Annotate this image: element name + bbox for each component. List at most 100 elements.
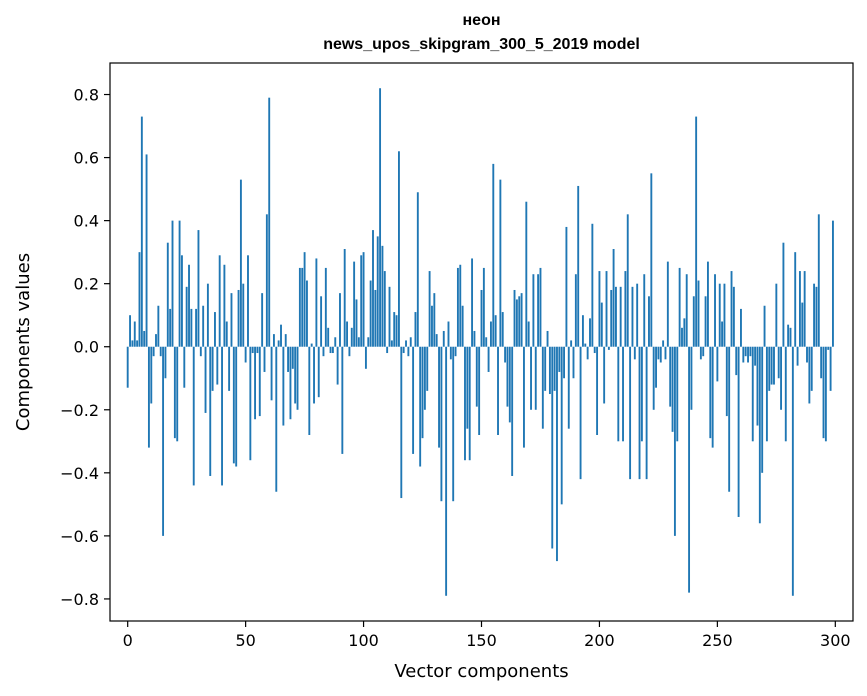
bar — [527, 321, 530, 347]
bar — [643, 274, 646, 347]
bar — [673, 346, 676, 536]
bar — [666, 261, 669, 347]
bar — [376, 236, 379, 347]
bar — [225, 321, 228, 347]
bar — [709, 346, 712, 439]
bar — [228, 346, 231, 391]
bar — [827, 346, 830, 350]
bar — [291, 346, 294, 369]
bar — [773, 346, 775, 385]
bar — [334, 337, 337, 347]
bar — [676, 346, 679, 442]
bar — [504, 346, 507, 363]
bar — [607, 346, 610, 350]
bar — [671, 346, 674, 432]
bar — [298, 267, 301, 347]
bar — [452, 346, 455, 502]
bar — [593, 346, 596, 354]
bar — [428, 271, 431, 347]
bar — [556, 346, 558, 562]
bar — [473, 330, 476, 347]
bar — [744, 346, 747, 357]
bar — [294, 346, 297, 404]
bar — [770, 346, 773, 385]
bar — [603, 346, 606, 404]
bar — [431, 305, 433, 347]
bar — [324, 267, 327, 347]
bar — [388, 286, 391, 347]
bar — [244, 346, 247, 363]
bar — [454, 346, 457, 357]
x-tick-label: 200 — [584, 631, 615, 650]
bar — [636, 283, 639, 347]
bar — [350, 327, 353, 347]
bar — [369, 280, 372, 347]
bar — [702, 346, 705, 357]
bar — [400, 346, 403, 499]
bar — [520, 293, 523, 347]
bar — [553, 346, 556, 391]
bar — [268, 97, 271, 347]
y-tick-label: 0.6 — [74, 149, 99, 168]
bar — [813, 283, 816, 347]
bar — [136, 340, 139, 347]
bar — [405, 340, 407, 347]
x-tick-label: 150 — [466, 631, 497, 650]
bar — [506, 346, 509, 407]
bar — [489, 321, 492, 347]
bar — [367, 337, 370, 347]
bar — [221, 346, 223, 486]
bar — [749, 346, 752, 357]
bar — [336, 346, 339, 385]
bar — [353, 261, 356, 347]
bar — [787, 324, 790, 347]
bar — [315, 258, 318, 347]
bar — [126, 346, 129, 388]
bar — [143, 330, 146, 347]
bar — [492, 163, 495, 347]
y-axis: −0.8 −0.6 −0.4 −0.2 0.0 0.2 0.4 0.6 0.8 — [60, 86, 110, 609]
bar — [544, 346, 547, 391]
bar — [655, 346, 657, 388]
bar — [619, 286, 622, 347]
y-tick-label: 0.8 — [74, 86, 99, 105]
bar — [579, 346, 582, 480]
bar — [482, 267, 485, 347]
bar — [782, 242, 785, 347]
bar — [638, 346, 641, 480]
bar — [605, 271, 608, 347]
bar — [195, 308, 198, 347]
bar — [558, 346, 561, 372]
chart-subtitle: news_upos_skipgram_300_5_2019 model — [323, 36, 640, 53]
bar — [711, 346, 714, 448]
bar — [287, 346, 290, 372]
bar — [581, 315, 584, 347]
bar — [683, 318, 686, 347]
bar — [381, 245, 384, 347]
bar — [775, 283, 778, 347]
bar — [147, 346, 150, 448]
bar — [784, 346, 787, 442]
bar — [692, 296, 695, 347]
bar — [306, 280, 308, 347]
bar — [232, 346, 235, 464]
bar — [475, 346, 478, 407]
bar — [497, 346, 499, 435]
bar — [695, 116, 698, 347]
bar — [247, 255, 249, 347]
bar — [355, 299, 358, 347]
bar — [289, 346, 292, 420]
bar — [407, 346, 410, 357]
bar — [803, 271, 806, 347]
bar — [525, 201, 528, 347]
bar — [360, 255, 363, 347]
bar — [600, 302, 603, 347]
bar — [815, 286, 818, 347]
bar — [796, 346, 799, 366]
bar — [480, 289, 483, 347]
bar — [145, 154, 148, 347]
bar — [832, 220, 834, 347]
bar — [310, 343, 313, 347]
bar — [414, 312, 417, 347]
bar — [188, 264, 190, 347]
